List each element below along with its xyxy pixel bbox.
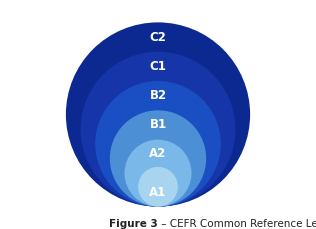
Text: B2: B2 — [149, 89, 167, 102]
Ellipse shape — [66, 22, 250, 207]
Text: – CEFR Common Reference Levels: – CEFR Common Reference Levels — [158, 219, 316, 229]
Text: C1: C1 — [149, 60, 167, 73]
Ellipse shape — [95, 81, 221, 207]
Text: Figure 3: Figure 3 — [109, 219, 158, 229]
Ellipse shape — [110, 110, 206, 207]
Text: B1: B1 — [149, 118, 167, 131]
Ellipse shape — [81, 52, 235, 207]
Text: C2: C2 — [149, 30, 167, 44]
Text: A2: A2 — [149, 147, 167, 160]
Ellipse shape — [138, 167, 178, 207]
Text: A1: A1 — [149, 186, 167, 199]
Ellipse shape — [125, 140, 191, 207]
